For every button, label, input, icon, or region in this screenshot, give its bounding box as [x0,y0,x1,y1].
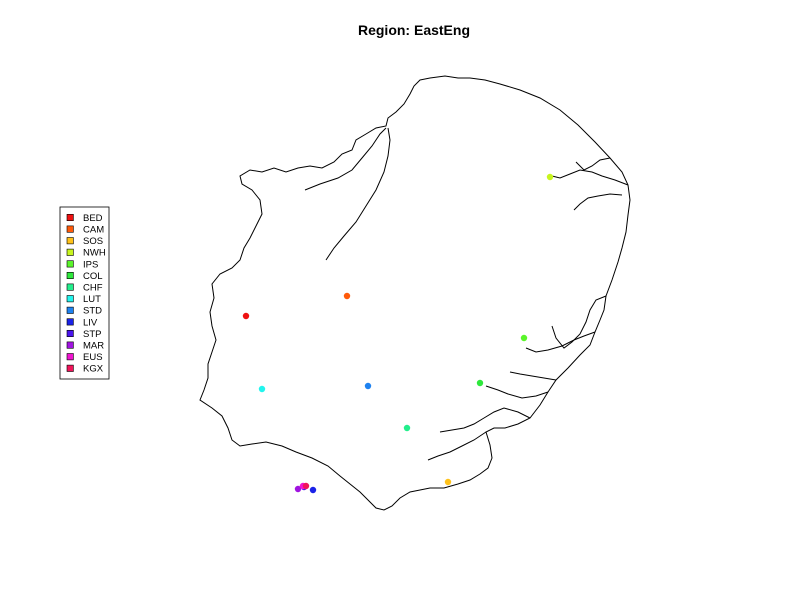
estuary-line [485,385,549,399]
legend-label-ips: IPS [83,259,98,270]
station-marker-mar [294,485,302,493]
legend-label-eus: EUS [83,352,103,363]
estuary-line [427,431,487,461]
estuary-line [439,407,531,433]
legend-swatch-col [66,271,74,279]
station-marker-lut [258,385,266,393]
station-marker-chf [403,424,411,432]
legend: BEDCAMSOSNWHIPSCOLCHFLUTSTDLIVSTPMAREUSK… [59,206,110,380]
legend-label-stp: STP [83,329,101,340]
legend-box [59,206,110,380]
map-title: Region: EastEng [358,22,470,38]
station-marker-cam [343,292,351,300]
estuary-line [575,157,611,171]
legend-label-sos: SOS [83,236,103,247]
station-marker-bed [242,312,250,320]
river-line [325,127,391,261]
legend-swatch-liv [66,318,74,326]
station-marker-kgx [302,482,310,490]
legend-label-mar: MAR [83,341,104,352]
legend-swatch-eus [66,353,74,361]
station-marker-liv [309,486,317,494]
station-marker-nwh [546,173,554,181]
station-marker-col [476,379,484,387]
station-marker-sos [444,478,452,486]
legend-swatch-std [66,306,74,314]
legend-label-chf: CHF [83,283,103,294]
station-marker-ips [520,334,528,342]
legend-label-lut: LUT [83,294,101,305]
region-outline [199,75,631,511]
legend-label-cam: CAM [83,225,104,236]
legend-label-col: COL [83,271,103,282]
legend-swatch-cam [66,225,74,233]
river-line [304,127,387,191]
legend-swatch-sos [66,237,74,245]
legend-label-kgx: KGX [83,364,104,375]
legend-label-bed: BED [83,213,103,224]
estuary-line [509,371,557,381]
estuary-line [551,295,607,349]
legend-swatch-kgx [66,364,74,372]
station-markers [242,173,554,494]
legend-swatch-ips [66,260,74,268]
estuary-line [573,193,623,211]
legend-swatch-stp [66,329,74,337]
estuary-line [525,331,596,353]
legend-swatch-chf [66,283,74,291]
region-boundary [199,75,631,511]
legend-swatch-mar [66,341,74,349]
legend-label-std: STD [83,306,102,317]
legend-swatch-lut [66,295,74,303]
estuary-line [551,169,629,186]
legend-label-nwh: NWH [83,248,106,259]
station-marker-std [364,382,372,390]
legend-label-liv: LIV [83,317,98,328]
legend-swatch-nwh [66,248,74,256]
legend-swatch-bed [66,214,74,222]
